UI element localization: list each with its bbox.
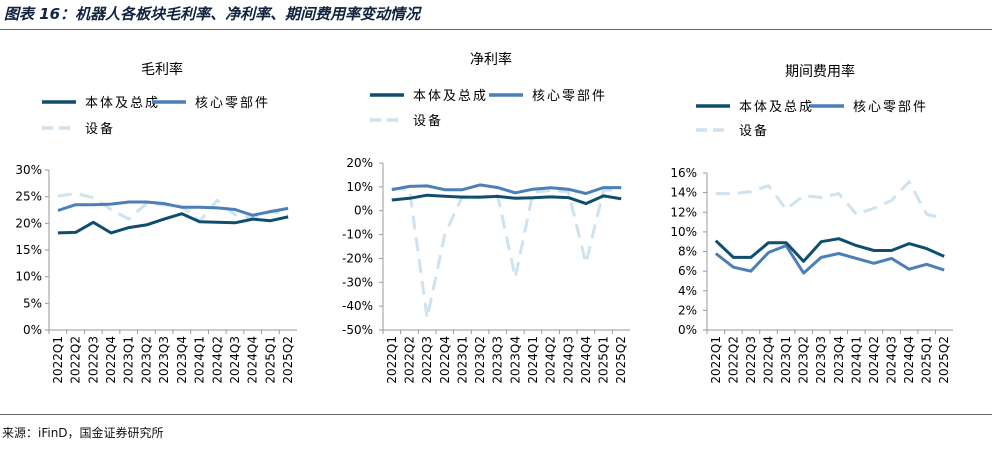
x-tick-label: 2022Q1 (709, 336, 723, 384)
x-tick-label: 2024Q1 (526, 336, 540, 384)
x-tick-label: 2023Q4 (175, 336, 189, 384)
bottom-rule (0, 414, 992, 415)
y-tick-label: 30% (15, 163, 42, 177)
x-tick-label: 2022Q1 (51, 336, 65, 384)
y-tick-label: 0% (678, 323, 697, 337)
x-tick-label: 2024Q1 (193, 336, 207, 384)
x-tick-label: 2023Q1 (779, 336, 793, 384)
series-line-2 (714, 244, 945, 275)
x-tick-label: 2023Q3 (491, 336, 505, 384)
y-tick-label: 0% (23, 323, 42, 337)
x-tick-label: 2022Q2 (69, 336, 83, 384)
x-tick-label: 2025Q2 (614, 336, 628, 384)
y-tick-label: -30% (342, 275, 373, 289)
x-tick-label: 2024Q3 (561, 336, 575, 384)
x-tick-label: 2023Q1 (455, 336, 469, 384)
x-tick-label: 2023Q1 (122, 336, 136, 384)
chart-title: 期间费用率 (785, 63, 855, 80)
y-tick-label: -50% (342, 323, 373, 337)
series-line-1 (391, 193, 622, 206)
x-tick-label: 2022Q3 (744, 336, 758, 384)
x-tick-label: 2023Q2 (139, 336, 153, 384)
x-tick-label: 2023Q2 (473, 336, 487, 384)
y-tick-label: -10% (342, 228, 373, 242)
y-tick-label: 10% (346, 180, 373, 194)
y-tick-label: -20% (342, 251, 373, 265)
x-tick-label: 2022Q3 (420, 336, 434, 384)
x-tick-label: 2022Q4 (762, 336, 776, 384)
top-rule (0, 29, 992, 30)
y-tick-label: 10% (15, 270, 42, 284)
y-tick-label: -40% (342, 299, 373, 313)
x-tick-label: 2025Q1 (597, 336, 611, 384)
legend-label: 设备 (739, 123, 769, 139)
x-tick-label: 2024Q3 (885, 336, 899, 384)
legend-label: 本体及总成 (739, 100, 814, 115)
series-line-3 (391, 186, 622, 320)
x-tick-label: 2022Q4 (104, 336, 118, 384)
legend-label: 设备 (85, 121, 115, 137)
y-tick-label: 14% (670, 186, 697, 200)
x-tick-label: 2024Q2 (544, 336, 558, 384)
x-tick-label: 2025Q2 (937, 336, 951, 384)
series-line-3 (57, 192, 289, 223)
legend-label: 核心零部件 (195, 96, 270, 111)
x-tick-label: 2024Q2 (210, 336, 224, 384)
x-tick-label: 2025Q1 (920, 336, 934, 384)
y-tick-label: 4% (678, 284, 697, 298)
x-tick-label: 2024Q3 (228, 336, 242, 384)
x-tick-label: 2023Q4 (832, 336, 846, 384)
y-tick-label: 20% (15, 216, 42, 230)
series-line-3 (715, 180, 945, 221)
y-tick-label: 8% (678, 245, 697, 259)
y-tick-label: 6% (678, 264, 697, 278)
y-tick-label: 16% (670, 166, 697, 180)
x-tick-label: 2023Q4 (508, 336, 522, 384)
x-tick-label: 2024Q4 (902, 336, 916, 384)
series-line-1 (57, 212, 289, 235)
chart-title: 毛利率 (141, 61, 183, 78)
x-tick-label: 2022Q3 (86, 336, 100, 384)
x-tick-label: 2025Q2 (281, 336, 295, 384)
x-tick-label: 2022Q4 (438, 336, 452, 384)
y-tick-label: 20% (346, 156, 373, 170)
series-line-2 (57, 200, 289, 217)
y-tick-label: 2% (678, 303, 697, 317)
legend-label: 核心零部件 (853, 100, 928, 115)
y-tick-label: 15% (15, 243, 42, 257)
x-tick-label: 2024Q4 (246, 336, 260, 384)
x-tick-label: 2025Q1 (263, 336, 277, 384)
x-tick-label: 2022Q1 (385, 336, 399, 384)
y-tick-label: 12% (670, 205, 697, 219)
x-tick-label: 2022Q2 (726, 336, 740, 384)
series-line-1 (714, 237, 945, 263)
chart-title: 净利率 (470, 51, 512, 68)
source-note: 来源：iFinD，国金证券研究所 (2, 426, 164, 440)
y-tick-label: 10% (670, 225, 697, 239)
x-tick-label: 2023Q3 (814, 336, 828, 384)
x-tick-label: 2023Q2 (797, 336, 811, 384)
legend-label: 核心零部件 (532, 89, 607, 104)
x-tick-label: 2024Q4 (579, 336, 593, 384)
y-tick-label: 25% (15, 190, 42, 204)
series-line-2 (391, 183, 622, 195)
x-tick-label: 2022Q2 (402, 336, 416, 384)
x-tick-label: 2024Q1 (849, 336, 863, 384)
legend-label: 本体及总成 (85, 96, 160, 111)
legend-label: 设备 (413, 113, 443, 129)
x-tick-label: 2023Q3 (157, 336, 171, 384)
y-tick-label: 0% (354, 204, 373, 218)
figure-title: 图表 16：机器人各板块毛利率、净利率、期间费用率变动情况 (4, 5, 421, 23)
legend-label: 本体及总成 (413, 89, 488, 104)
y-tick-label: 5% (23, 296, 42, 310)
x-tick-label: 2024Q2 (867, 336, 881, 384)
